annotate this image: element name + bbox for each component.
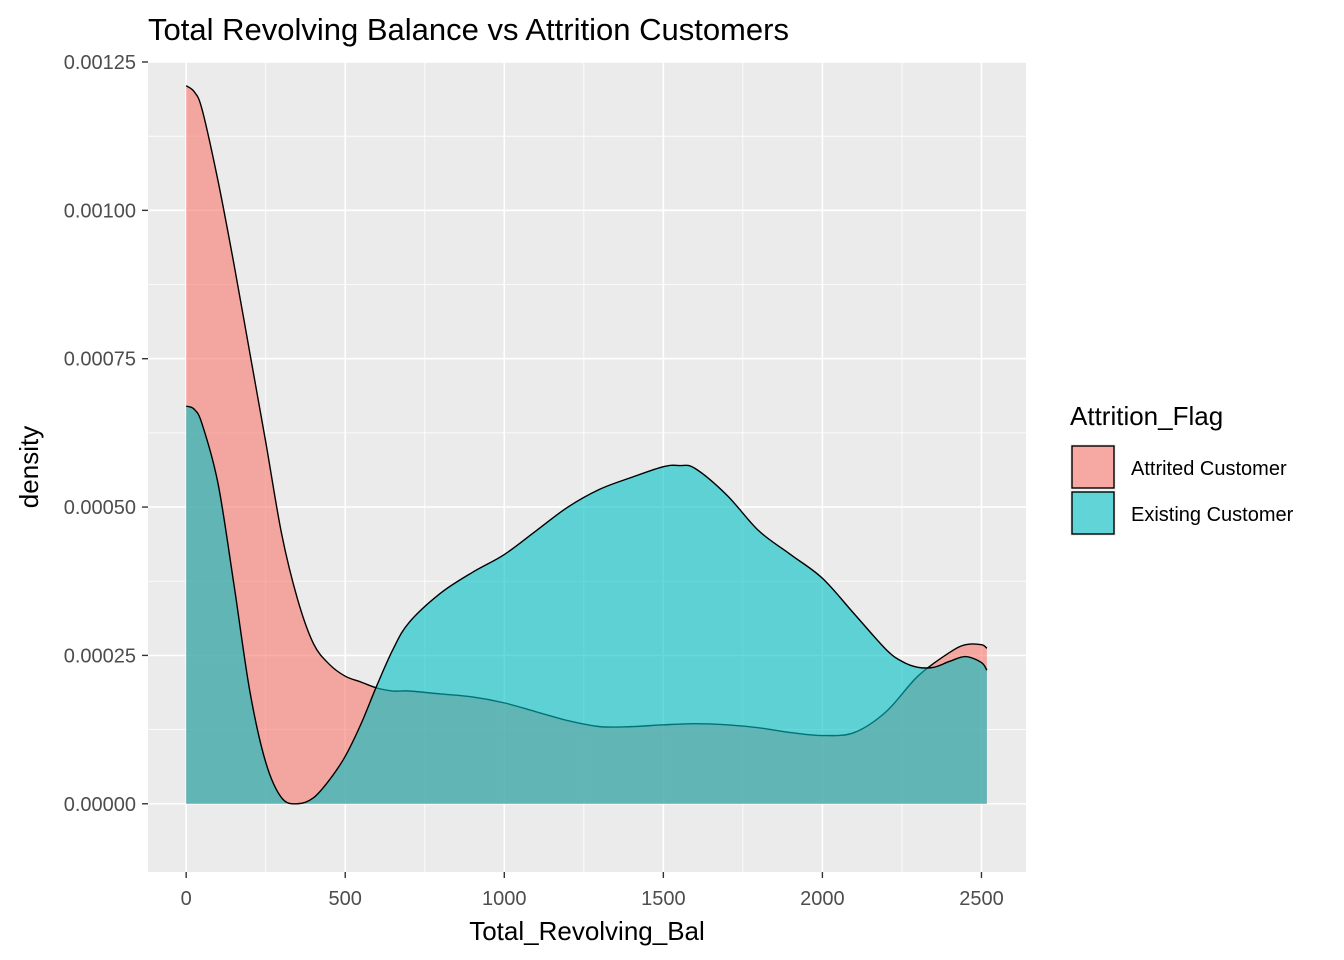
x-tick-label: 500 bbox=[329, 888, 362, 910]
density-areas bbox=[185, 85, 988, 805]
attrited-customer-legend-swatch bbox=[1071, 445, 1115, 489]
y-tick-label: 0.00050 bbox=[64, 497, 136, 519]
attrited-customer-legend-label: Attrited Customer bbox=[1131, 458, 1287, 480]
x-tick-label: 2000 bbox=[800, 888, 845, 910]
x-tick-label: 0 bbox=[181, 888, 192, 910]
chart-title: Total Revolving Balance vs Attrition Cus… bbox=[148, 12, 789, 47]
existing-customer-area bbox=[186, 406, 987, 804]
x-tick-label: 2500 bbox=[959, 888, 1004, 910]
y-tick-label: 0.00100 bbox=[64, 200, 136, 222]
x-tick-label: 1500 bbox=[641, 888, 686, 910]
x-tick-label: 1000 bbox=[482, 888, 527, 910]
existing-customer-legend-swatch bbox=[1071, 491, 1115, 535]
y-axis-title: density bbox=[14, 426, 44, 508]
y-tick-label: 0.00075 bbox=[64, 349, 136, 371]
existing-customer-density-line bbox=[185, 405, 988, 805]
y-tick-label: 0.00125 bbox=[64, 52, 136, 74]
legend: Attrition_Flag Attrited Customer Existing… bbox=[1070, 401, 1294, 536]
y-tick-label: 0.00025 bbox=[64, 645, 136, 667]
x-axis: 0 500 1000 1500 2000 2500 bbox=[181, 872, 1004, 910]
existing-customer-legend-label: Existing Customer bbox=[1131, 504, 1294, 526]
x-axis-title: Total_Revolving_Bal bbox=[469, 916, 705, 946]
y-tick-label: 0.00000 bbox=[64, 794, 136, 816]
y-axis: 0.00000 0.00025 0.00050 0.00075 0.00100 0.001… bbox=[64, 52, 148, 816]
legend-title: Attrition_Flag bbox=[1070, 401, 1223, 431]
